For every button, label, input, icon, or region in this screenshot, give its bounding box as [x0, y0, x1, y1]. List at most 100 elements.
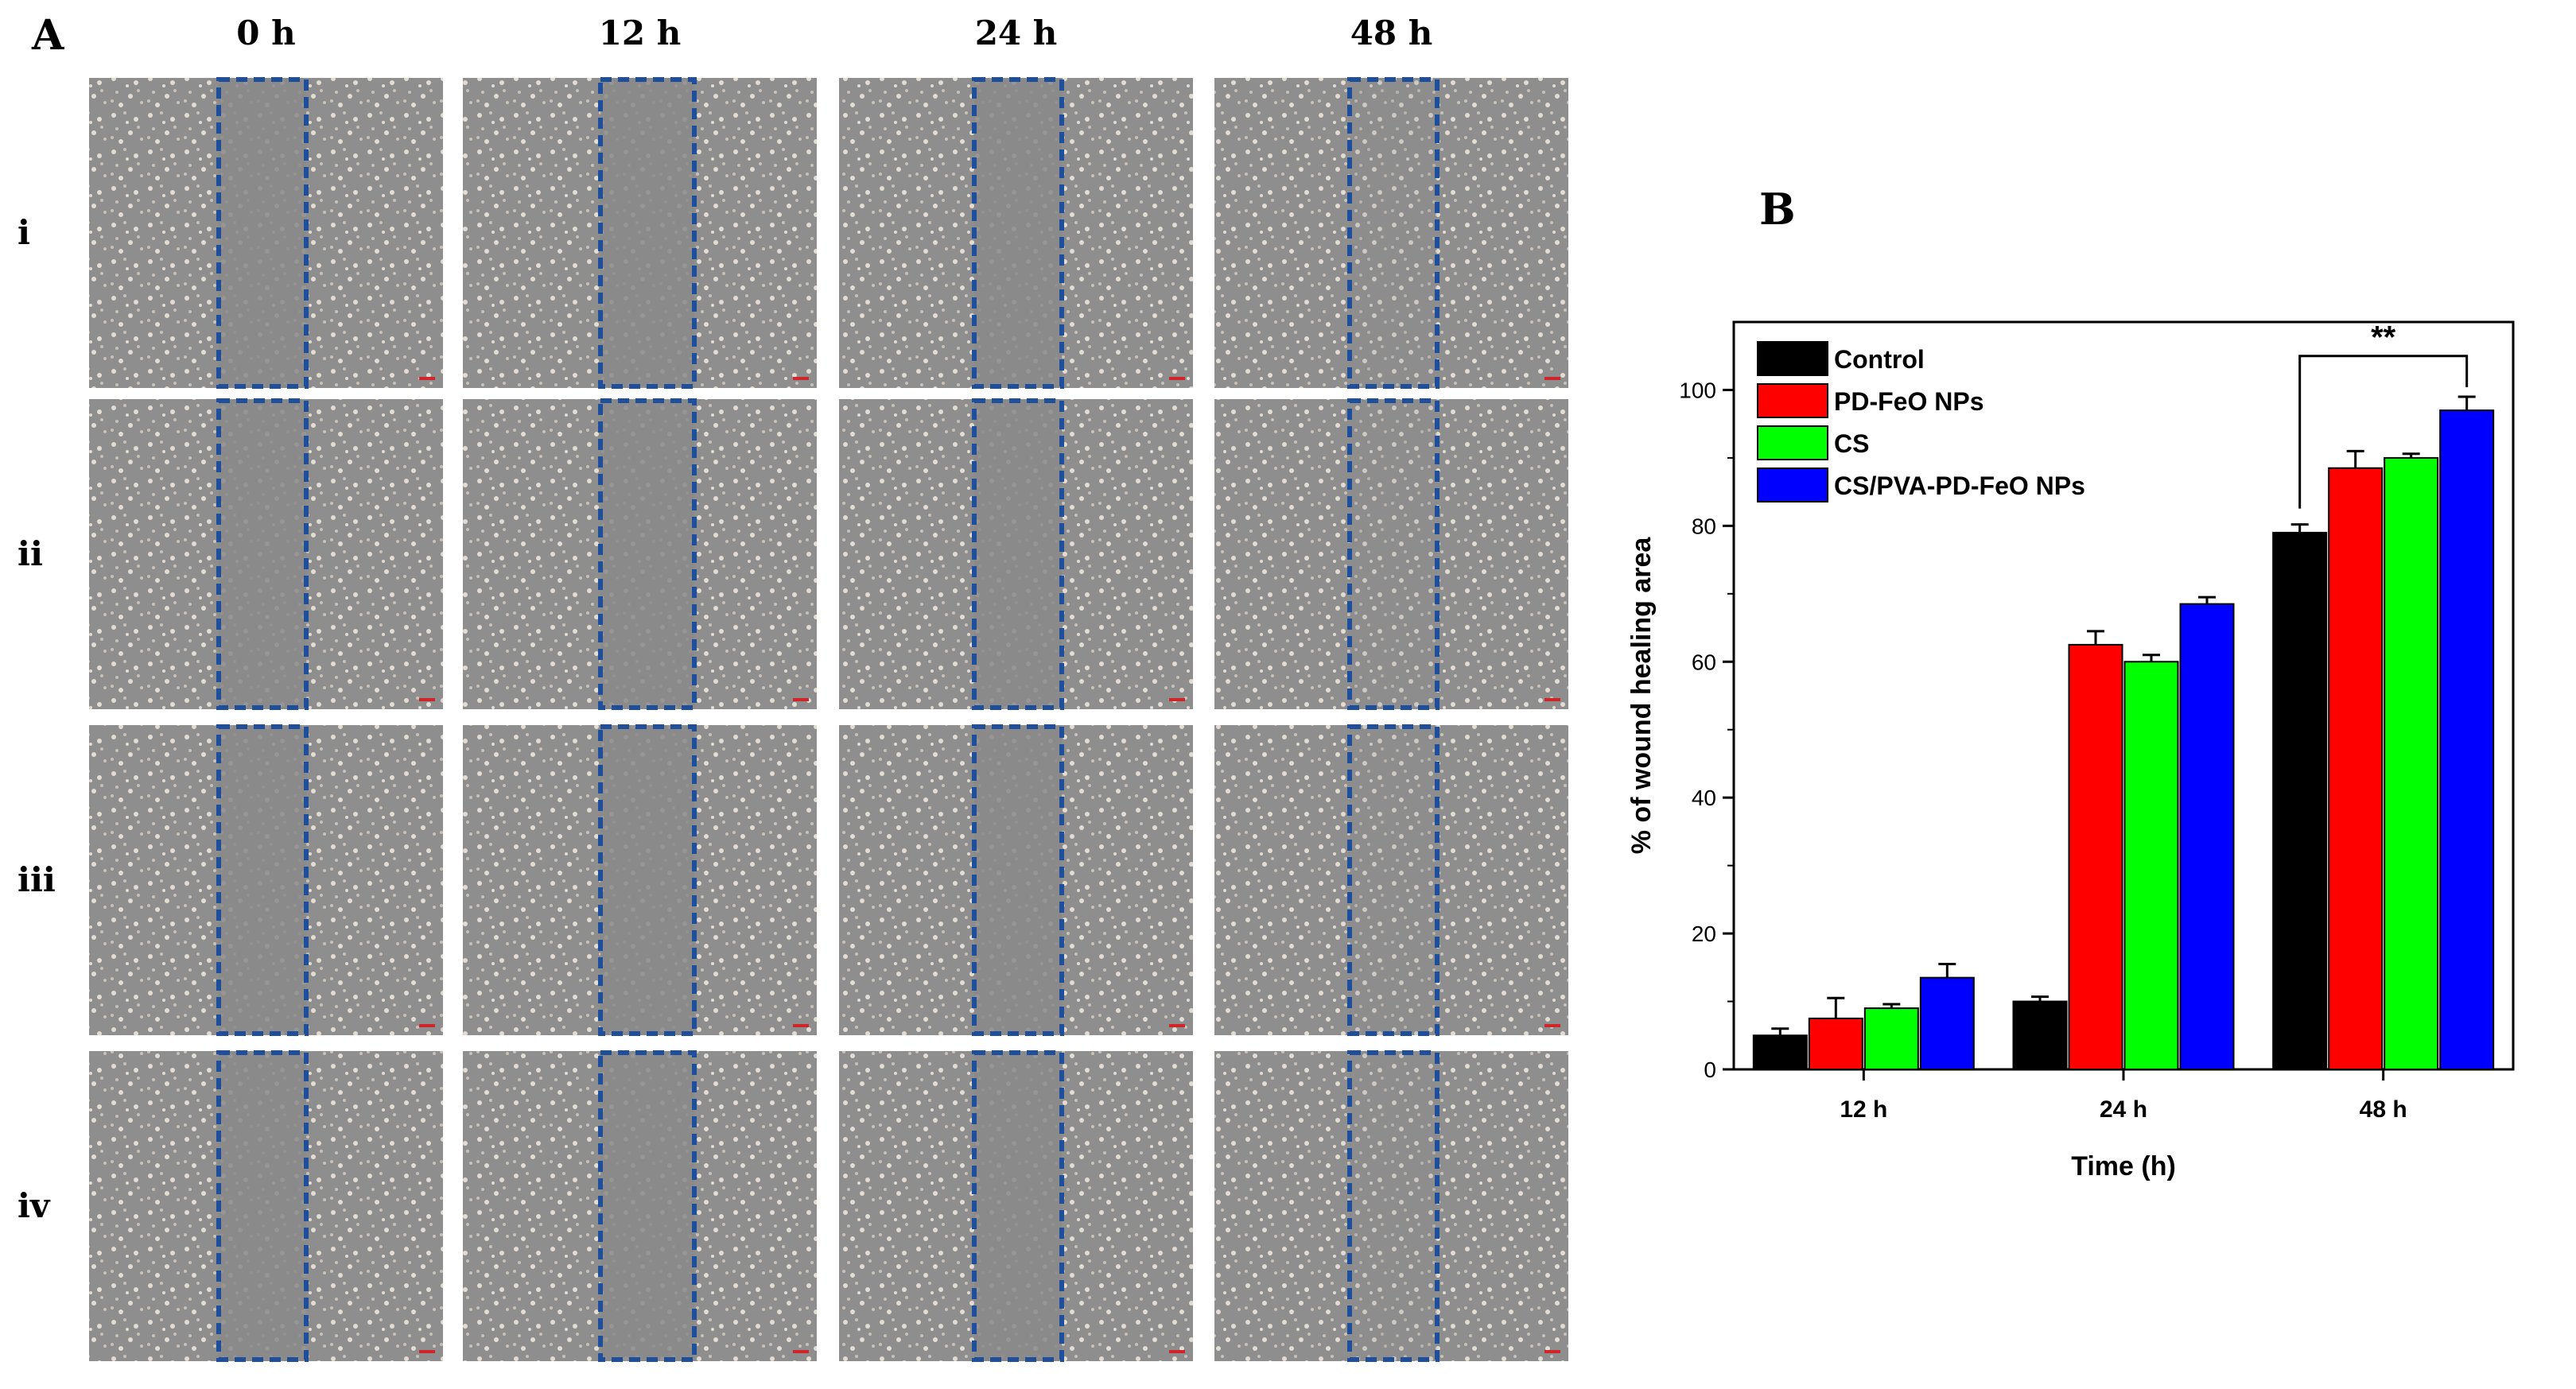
- wound-gap-box: [216, 724, 309, 1036]
- wound-gap-box: [972, 398, 1064, 710]
- bar: [2068, 643, 2123, 1070]
- bar: [1752, 1034, 1808, 1070]
- wound-gap: [219, 78, 306, 388]
- legend-label: PD-FeO NPs: [1834, 387, 1983, 416]
- row-label: iv: [17, 1186, 51, 1225]
- wound-gap-box: [216, 398, 309, 710]
- wound-gap-box: [216, 77, 309, 389]
- y-tick-label: 60: [1692, 650, 1716, 674]
- bar: [1808, 1017, 1863, 1070]
- row-label: i: [17, 213, 30, 252]
- legend-swatch: [1757, 468, 1828, 502]
- wound-gap-box: [598, 398, 697, 710]
- micrograph-image: [1214, 1051, 1568, 1361]
- panel-b-label: B: [1759, 184, 1796, 235]
- wound-gap-box: [598, 1050, 697, 1362]
- scale-bar: [1544, 698, 1560, 701]
- wound-gap-box: [216, 1050, 309, 1362]
- micrograph-image: [1214, 725, 1568, 1035]
- row-label: iii: [17, 860, 56, 899]
- wound-gap-box: [1347, 724, 1440, 1036]
- scale-bar: [1169, 377, 1185, 380]
- legend-label: CS: [1834, 429, 1869, 458]
- panel-a-label: A: [31, 11, 64, 60]
- wound-gap: [219, 399, 306, 709]
- wound-gap: [219, 1051, 306, 1361]
- wound-gap: [974, 399, 1062, 709]
- y-tick-label: 0: [1704, 1057, 1716, 1082]
- legend-swatch: [1757, 425, 1828, 460]
- y-tick-label: 40: [1692, 786, 1716, 810]
- x-tick-label: 24 h: [2100, 1096, 2147, 1123]
- significance-label: **: [2371, 320, 2396, 355]
- y-tick-label: 20: [1692, 921, 1716, 946]
- x-axis-title: Time (h): [2071, 1151, 2176, 1181]
- wound-gap: [600, 78, 694, 388]
- wound-gap-box: [1347, 398, 1440, 710]
- wound-gap-box: [972, 1050, 1064, 1362]
- scale-bar: [1544, 1024, 1560, 1027]
- wound-healing-bar-chart: B 0 20 40 60 80 100 12 h 24 h 48 h ** Time (h) % of …: [1626, 184, 2515, 1181]
- legend-swatch: [1757, 383, 1828, 418]
- bar: [2384, 456, 2439, 1070]
- legend-label: CS/PVA-PD-FeO NPs: [1834, 471, 2085, 500]
- scale-bar: [1169, 1024, 1185, 1027]
- y-axis-title: % of wound healing area: [1626, 537, 1657, 855]
- y-tick-label: 100: [1679, 378, 1716, 402]
- wound-gap: [1350, 78, 1437, 388]
- scale-bar: [793, 698, 809, 701]
- wound-gap: [1350, 725, 1437, 1035]
- wound-gap: [600, 1051, 694, 1361]
- time-label: 24 h: [975, 14, 1058, 52]
- wound-gap-box: [598, 77, 697, 389]
- wound-gap-box: [598, 724, 697, 1036]
- micrograph-image: [1214, 399, 1568, 709]
- wound-gap: [600, 399, 694, 709]
- micrograph-image: [1214, 78, 1568, 388]
- bar: [2179, 603, 2235, 1070]
- scale-bar: [419, 1350, 435, 1353]
- x-tick-label: 48 h: [2360, 1096, 2407, 1123]
- wound-gap: [219, 725, 306, 1035]
- panel-b-chart: B 0 20 40 60 80 100 12 h 24 h 48 h ** Time (h) % of …: [1591, 0, 2576, 1389]
- bar: [2012, 1000, 2068, 1070]
- legend-label: Control: [1834, 345, 1925, 374]
- scale-bar: [793, 1024, 809, 1027]
- bar: [1863, 1007, 1919, 1071]
- wound-gap-box: [1347, 77, 1440, 389]
- scale-bar: [1544, 1350, 1560, 1353]
- bar: [2328, 467, 2384, 1070]
- wound-gap: [974, 725, 1062, 1035]
- y-tick-label: 80: [1692, 514, 1716, 538]
- scale-bar: [419, 377, 435, 380]
- wound-gap: [1350, 1051, 1437, 1361]
- wound-gap-box: [1347, 1050, 1440, 1362]
- scale-bar: [419, 698, 435, 701]
- bar: [1919, 976, 1975, 1070]
- scale-bar: [1169, 698, 1185, 701]
- row-label: ii: [17, 534, 43, 573]
- bar: [2272, 531, 2328, 1070]
- wound-gap: [974, 78, 1062, 388]
- time-label: 12 h: [599, 14, 682, 52]
- bar: [2123, 661, 2179, 1070]
- wound-gap: [600, 725, 694, 1035]
- time-label: 0 h: [236, 14, 295, 52]
- bar: [2439, 409, 2495, 1070]
- wound-gap-box: [972, 77, 1064, 389]
- wound-gap-box: [972, 724, 1064, 1036]
- scale-bar: [419, 1024, 435, 1027]
- scale-bar: [1169, 1350, 1185, 1353]
- scale-bar: [793, 1350, 809, 1353]
- significance-bracket: [2298, 355, 2469, 509]
- wound-gap: [1350, 399, 1437, 709]
- scale-bar: [793, 377, 809, 380]
- scale-bar: [1544, 377, 1560, 380]
- x-tick-label: 12 h: [1840, 1096, 1887, 1123]
- legend-swatch: [1757, 341, 1828, 376]
- time-label: 48 h: [1350, 14, 1433, 52]
- wound-gap: [974, 1051, 1062, 1361]
